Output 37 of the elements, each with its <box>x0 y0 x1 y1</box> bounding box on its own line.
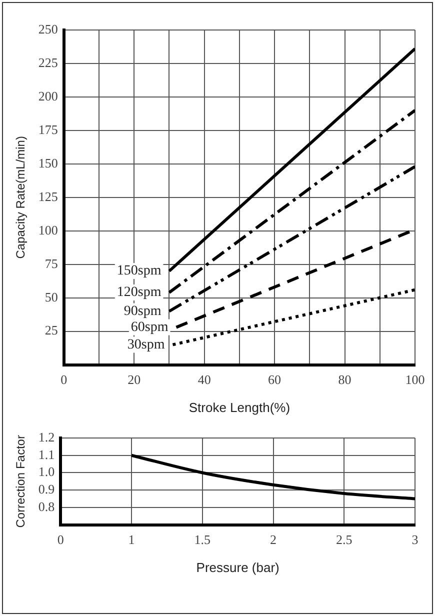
x-axis-title: Stroke Length(%) <box>188 400 290 415</box>
x-tick-label: 100 <box>405 372 425 388</box>
x-tick-label: 40 <box>198 372 211 388</box>
x-tick-label: 2 <box>270 532 277 548</box>
series-label: 150spm <box>116 264 162 279</box>
x-tick-label: 2.5 <box>336 532 352 548</box>
y-tick-label: 75 <box>44 256 58 271</box>
y-tick-label: 0.9 <box>38 482 55 496</box>
x-tick-label: 1 <box>128 532 135 548</box>
y-tick-label: 50 <box>44 289 58 304</box>
y-tick-label: 125 <box>38 188 58 204</box>
y-axis-title: Correction Factor <box>14 435 28 528</box>
y-tick-label: 250 <box>38 21 58 36</box>
y-tick-label: 100 <box>38 222 58 238</box>
series-label: 30spm <box>127 337 165 352</box>
x-axis-title: Pressure (bar) <box>196 560 280 575</box>
x-tick-label: 20 <box>128 372 141 388</box>
series-label: 60spm <box>130 320 168 335</box>
x-tick-label: 3 <box>412 532 418 548</box>
series-label: 90spm <box>124 304 162 319</box>
y-tick-label: 150 <box>38 155 58 170</box>
y-tick-label: 175 <box>38 122 58 137</box>
x-tick-label: 0 <box>57 532 64 548</box>
y-tick-label: 1.0 <box>38 464 55 480</box>
line-series <box>130 454 416 500</box>
x-tick-label: 0 <box>60 372 68 388</box>
x-tick-label: 60 <box>268 372 282 388</box>
y-tick-label: 1.1 <box>38 446 55 462</box>
y-tick-label: 200 <box>38 88 58 104</box>
x-tick-label: 1.5 <box>194 532 211 548</box>
y-tick-label: 225 <box>38 54 58 70</box>
series-label: 120spm <box>116 285 162 300</box>
y-tick-label: 25 <box>44 322 58 338</box>
y-axis-title: Capacity Rate(mL/min) <box>14 136 28 259</box>
y-tick-label: 1.2 <box>38 429 55 444</box>
x-tick-label: 80 <box>338 372 352 388</box>
y-tick-label: 0.8 <box>38 498 55 514</box>
